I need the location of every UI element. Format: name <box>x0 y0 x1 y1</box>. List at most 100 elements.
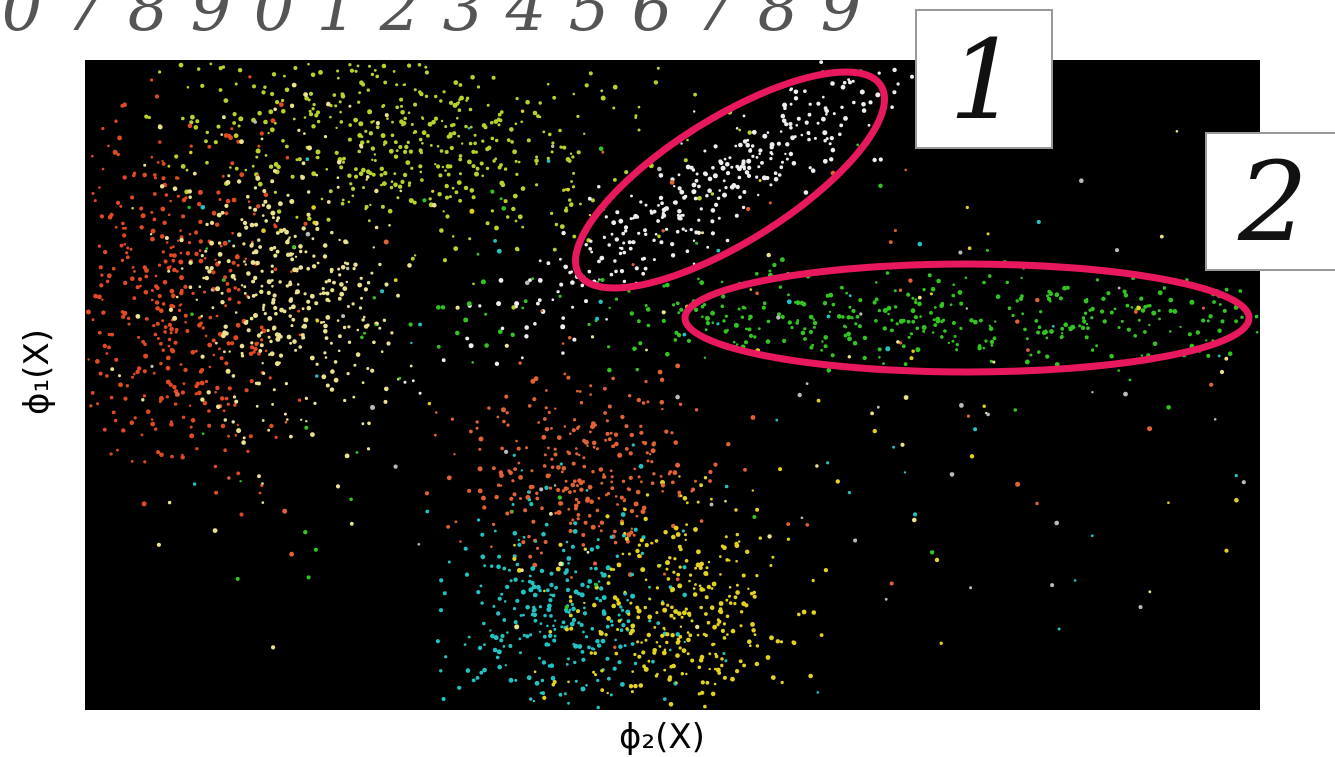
point <box>630 573 634 577</box>
point <box>536 547 539 550</box>
point <box>373 246 375 248</box>
point <box>170 420 173 423</box>
point <box>496 565 501 570</box>
point <box>212 211 217 216</box>
point <box>499 638 503 642</box>
point <box>441 305 445 309</box>
point <box>1096 278 1099 281</box>
point <box>1046 294 1049 297</box>
point <box>439 228 444 233</box>
point <box>183 382 186 385</box>
point <box>101 299 103 301</box>
point <box>570 280 575 285</box>
point <box>1103 319 1107 323</box>
point <box>539 101 542 104</box>
point <box>739 659 743 663</box>
point <box>98 245 101 248</box>
point <box>121 222 125 226</box>
point <box>420 178 424 182</box>
point <box>589 499 594 504</box>
point <box>563 373 566 376</box>
point <box>941 302 945 306</box>
point <box>330 231 333 234</box>
point <box>711 587 714 590</box>
point <box>188 189 192 193</box>
point <box>239 480 241 482</box>
point <box>1055 292 1060 297</box>
point <box>573 418 576 421</box>
point <box>123 397 127 401</box>
point <box>602 595 607 600</box>
point <box>569 609 572 612</box>
point <box>262 501 265 504</box>
point <box>123 281 127 285</box>
point <box>215 286 220 291</box>
point <box>457 686 461 690</box>
point <box>637 609 642 614</box>
point <box>458 158 462 162</box>
point <box>629 476 633 480</box>
point <box>457 135 460 138</box>
point <box>243 285 246 288</box>
point <box>755 574 758 577</box>
point <box>445 150 449 154</box>
point <box>323 329 328 334</box>
point <box>248 200 251 203</box>
point <box>170 455 174 459</box>
point <box>101 127 104 130</box>
point <box>677 311 680 314</box>
point <box>199 370 203 374</box>
point <box>683 333 687 337</box>
point <box>362 422 365 425</box>
point <box>199 239 203 243</box>
point <box>380 184 383 187</box>
point <box>797 613 801 617</box>
point <box>330 288 334 292</box>
point <box>911 350 914 353</box>
point <box>625 627 628 630</box>
point <box>271 403 274 406</box>
point <box>150 233 152 235</box>
point <box>708 470 712 474</box>
point <box>1084 299 1089 304</box>
point <box>699 280 704 285</box>
point <box>245 258 248 261</box>
point <box>728 156 731 159</box>
point <box>399 98 403 102</box>
point <box>630 624 635 629</box>
point <box>604 633 607 636</box>
point <box>481 279 486 284</box>
point <box>601 639 606 644</box>
point <box>346 267 349 270</box>
point <box>189 196 192 199</box>
point <box>663 697 667 701</box>
point <box>1201 318 1205 322</box>
point <box>580 583 584 587</box>
point <box>581 284 585 288</box>
point <box>396 196 399 199</box>
point <box>595 597 599 601</box>
point <box>233 335 238 340</box>
point <box>188 124 193 129</box>
point <box>127 317 130 320</box>
point <box>843 81 847 85</box>
point <box>205 276 209 280</box>
point <box>394 465 398 469</box>
point <box>110 452 113 455</box>
point <box>544 540 548 544</box>
point <box>491 137 495 141</box>
point <box>676 532 681 537</box>
point <box>240 344 245 349</box>
point <box>304 292 307 295</box>
point <box>568 198 571 201</box>
point <box>682 610 687 615</box>
point <box>618 614 621 617</box>
point <box>714 653 717 656</box>
point <box>494 530 497 533</box>
point <box>660 378 664 382</box>
point <box>492 159 495 162</box>
point <box>1235 474 1238 477</box>
figure: 07890123456789 1 2 ϕ₁(X) ϕ₂(X) <box>0 0 1335 757</box>
point <box>205 161 209 165</box>
point <box>598 497 601 500</box>
